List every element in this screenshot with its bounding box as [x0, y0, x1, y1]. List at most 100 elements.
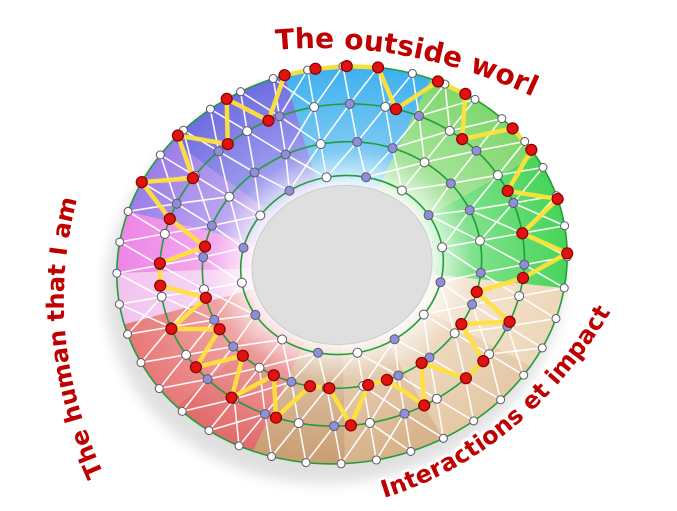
mesh-line: [239, 91, 249, 132]
mesh-line: [519, 287, 565, 297]
mesh-line: [507, 317, 557, 328]
mesh-line: [333, 425, 342, 464]
red-node: [459, 372, 473, 385]
mesh-line: [404, 413, 444, 439]
node: [551, 314, 561, 324]
node: [413, 110, 424, 121]
mesh-line: [211, 214, 261, 227]
mesh-line: [523, 263, 565, 289]
mesh-line: [182, 398, 235, 413]
node: [508, 198, 519, 209]
node: [444, 125, 455, 136]
mesh-line: [246, 130, 287, 156]
mesh-line: [356, 352, 365, 387]
mesh-line: [233, 338, 283, 348]
mesh-line: [349, 103, 358, 143]
mesh-line: [397, 375, 406, 414]
mesh-line: [127, 202, 177, 213]
node: [213, 146, 224, 157]
node: [198, 252, 209, 263]
mesh-line: [454, 325, 508, 335]
mesh-line: [369, 422, 378, 461]
mesh-line: [159, 256, 204, 267]
node: [114, 299, 124, 309]
node: [469, 416, 479, 426]
node: [234, 441, 244, 451]
mesh-line: [453, 333, 467, 379]
mesh-line: [298, 387, 328, 424]
red-node: [221, 137, 234, 151]
node: [250, 309, 261, 320]
node: [352, 136, 363, 147]
node: [514, 291, 525, 302]
mesh-line: [326, 352, 359, 389]
mesh-line: [270, 422, 300, 458]
node: [380, 101, 391, 112]
red-node: [198, 240, 212, 253]
node: [309, 102, 320, 113]
mesh-line: [488, 353, 525, 376]
node: [538, 162, 548, 172]
mesh-line: [290, 352, 319, 383]
red-node: [470, 285, 483, 299]
node: [344, 98, 355, 109]
red-node: [389, 103, 403, 116]
mesh-line: [356, 106, 386, 143]
mesh-line: [441, 209, 471, 248]
node: [284, 185, 295, 196]
hole-edge: [251, 184, 433, 346]
red-node: [213, 323, 226, 336]
node: [438, 433, 448, 443]
red-node: [236, 349, 249, 362]
node: [467, 299, 478, 310]
mesh-line: [422, 314, 431, 358]
node: [361, 172, 372, 183]
mesh-line: [384, 106, 394, 149]
node: [560, 221, 570, 231]
red-node: [506, 122, 519, 135]
node: [171, 198, 182, 209]
mesh-line: [228, 196, 261, 217]
wheel-diagram: [105, 60, 574, 484]
node: [228, 341, 239, 352]
node: [249, 167, 260, 178]
red-node: [262, 114, 275, 127]
red-node: [163, 212, 176, 226]
mesh-line: [211, 224, 244, 249]
mesh-line: [159, 264, 205, 291]
red-node: [323, 382, 336, 395]
mesh-line: [441, 246, 482, 274]
mesh-line: [258, 367, 266, 415]
node: [464, 205, 475, 216]
mesh-line: [119, 296, 162, 306]
mesh-line: [444, 84, 451, 131]
mesh-line: [365, 147, 394, 178]
mesh-line: [340, 422, 371, 465]
node: [371, 455, 381, 465]
node: [475, 267, 486, 278]
mesh-line: [418, 83, 446, 117]
mesh-line: [393, 339, 400, 376]
mesh-line: [442, 239, 481, 249]
node: [336, 459, 346, 469]
red-node: [501, 184, 514, 198]
node: [364, 417, 375, 428]
node: [329, 421, 340, 432]
mesh-line: [317, 352, 328, 389]
node: [280, 149, 291, 160]
node: [260, 409, 271, 420]
mesh-line: [440, 272, 481, 284]
mesh-line: [479, 239, 525, 266]
mesh-line: [181, 378, 209, 412]
node: [406, 446, 416, 456]
mesh-line: [126, 296, 163, 335]
mesh-line: [435, 398, 445, 439]
center-fade-overlay: [116, 66, 568, 464]
mesh-line: [424, 150, 477, 164]
mesh-line: [140, 354, 187, 364]
red-node: [340, 60, 353, 73]
label-human-that-i-am: The human that I am: [42, 194, 110, 483]
node: [407, 68, 417, 78]
mesh-line: [440, 281, 473, 306]
